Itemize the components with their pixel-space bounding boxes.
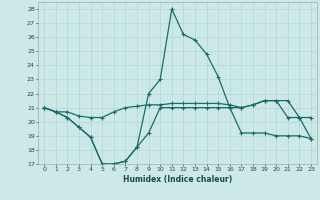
X-axis label: Humidex (Indice chaleur): Humidex (Indice chaleur) (123, 175, 232, 184)
